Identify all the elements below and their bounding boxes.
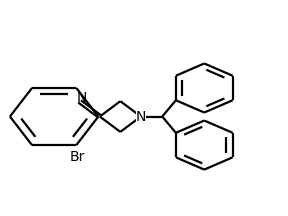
Text: N: N bbox=[77, 91, 87, 105]
Text: Br: Br bbox=[70, 150, 85, 164]
Text: N: N bbox=[136, 110, 146, 124]
